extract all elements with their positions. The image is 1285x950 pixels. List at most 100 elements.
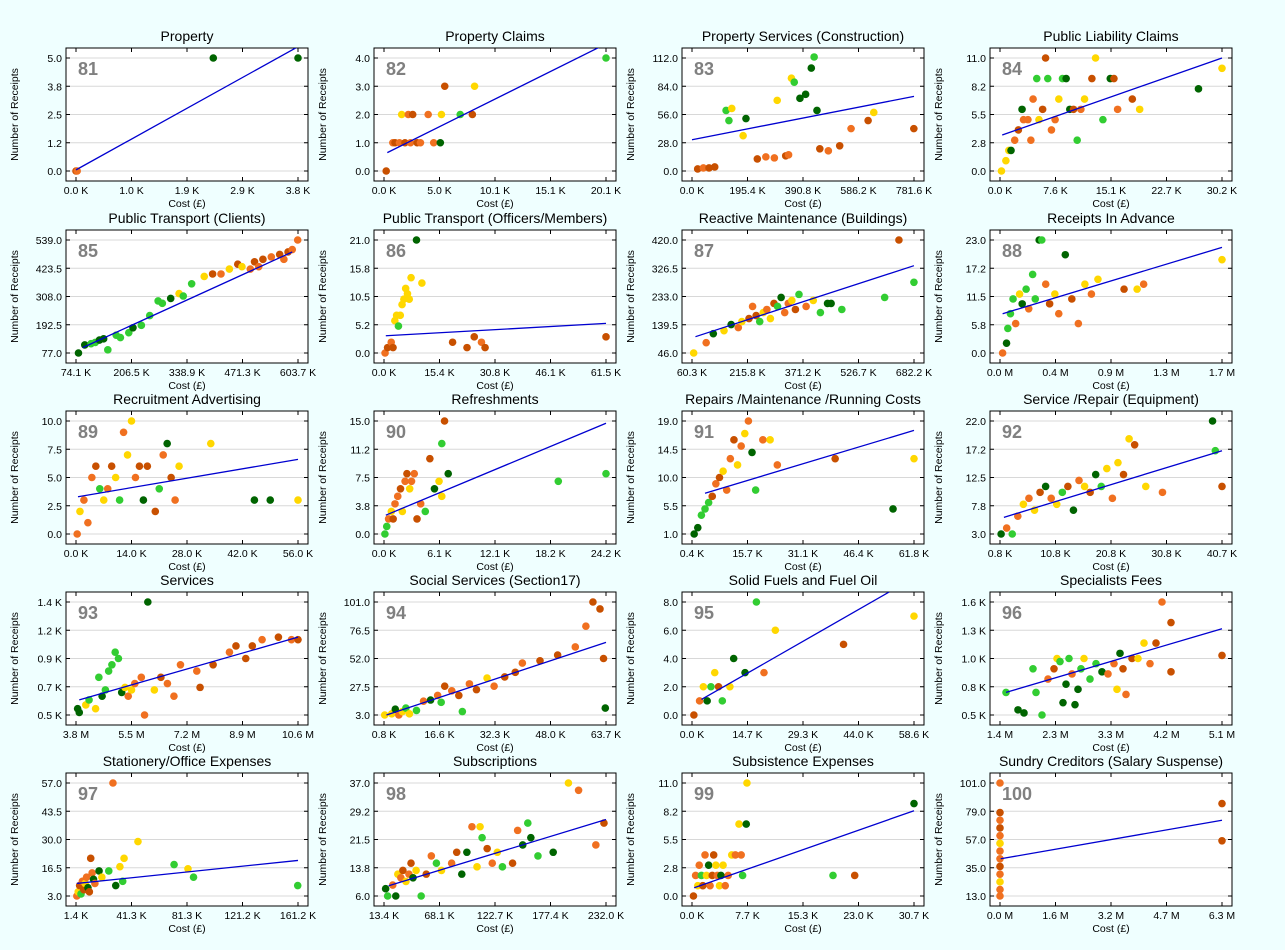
x-tick-label: 6.3 M [1209,910,1235,922]
y-tick-label: 0.0 [47,166,62,178]
x-tick-label: 122.7 K [477,910,513,922]
data-point [468,110,477,119]
data-point [206,439,215,448]
x-tick-label: 20.1 K [591,185,621,197]
x-tick-label: 3.3 M [1098,729,1124,741]
data-point [163,679,172,688]
data-point [996,854,1004,863]
data-point [839,640,848,649]
trend-line [1005,628,1223,694]
data-point [850,871,859,880]
data-point [382,167,391,175]
data-point [602,333,610,341]
trend-line [691,95,915,141]
data-point [1167,668,1175,676]
data-point [167,473,175,482]
x-tick-label: 7.7 K [735,910,760,922]
panel-number: 96 [1002,603,1022,623]
x-tick-label: 24.2 K [591,548,621,560]
x-tick-label: 215.8 K [729,367,765,379]
data-point [225,648,234,657]
scatter-panel-91: Repairs /Maintenance /Running Costs 1.0 5.… [625,391,929,573]
x-tick-label: 63.7 K [591,729,621,741]
data-point [437,439,446,448]
data-point [712,861,720,869]
y-tick-label: 12.5 [966,473,987,485]
scatter-panel-98: Subscriptions 6.0 13.8 21.5 29.2 37.0 13.4 K 68… [317,753,624,935]
data-point [796,94,804,103]
x-tick-label: 5.5 M [118,729,144,741]
y-tick-label: 423.5 [36,263,62,275]
data-point [744,417,753,425]
x-tick-label: 40.7 K [1207,548,1237,560]
panel-title: Public Liability Claims [1043,28,1178,44]
x-tick-label: 15.7 K [732,548,762,560]
data-point [1068,295,1076,303]
trend-line [388,818,607,887]
y-axis-label: Number of Receipts [317,68,329,161]
data-point [731,851,740,859]
data-point [472,685,481,694]
data-point [412,866,420,875]
marks-group [381,417,610,538]
data-point [241,654,250,663]
data-point [465,680,474,688]
data-point [725,116,733,125]
data-point [829,871,837,880]
x-tick-label: 30.2 K [1207,185,1237,197]
data-point [790,78,799,87]
x-tick-label: 0.0 K [372,548,397,560]
data-point [166,294,175,303]
data-point [1009,295,1017,303]
data-point [1004,324,1012,333]
trend-line [704,429,915,494]
data-point [810,53,818,61]
y-tick-label: 7.5 [355,473,370,485]
panel-title: Refreshments [451,391,538,407]
data-point [457,870,466,878]
data-point [478,833,486,842]
x-tick-label: 781.6 K [896,185,932,197]
data-point [759,436,767,444]
data-point [127,417,136,425]
y-axis-label: Number of Receipts [933,68,945,161]
y-tick-label: 11.5 [966,292,986,304]
data-point [777,293,785,302]
data-point [266,496,275,504]
y-axis-label: Number of Receipts [933,612,945,705]
data-point [1024,115,1032,124]
x-tick-label: 15.1 K [1096,185,1126,197]
marks-group [689,236,918,357]
marks-group [381,236,610,357]
data-point [508,859,517,867]
y-tick-label: 1.6 K [961,597,986,609]
x-axis-label: Cost (£) [476,380,513,392]
marks-group [1002,598,1226,719]
data-point [1119,470,1128,479]
x-axis-label: Cost (£) [168,380,205,392]
y-tick-label: 52.0 [350,654,371,666]
y-axis-label: Number of Receipts [625,612,637,705]
data-point [1037,236,1046,244]
data-point [1015,290,1024,298]
data-point [1047,494,1055,503]
data-point [1091,470,1100,479]
y-tick-label: 0.0 [971,348,986,360]
data-point [137,321,146,330]
y-tick-label: 27.5 [350,682,371,694]
y-tick-label: 1.3 K [961,625,986,637]
data-point [1120,285,1128,293]
data-point [140,711,149,719]
data-point [727,104,736,113]
data-point [143,462,152,470]
data-point [733,461,742,469]
data-point [437,110,446,119]
x-tick-label: 28.0 K [172,548,202,560]
data-point [1041,280,1050,289]
data-point [116,862,124,871]
data-point [1133,285,1141,293]
data-point [437,698,445,707]
data-point [225,265,234,273]
data-point [1018,300,1026,308]
data-point [996,870,1004,878]
